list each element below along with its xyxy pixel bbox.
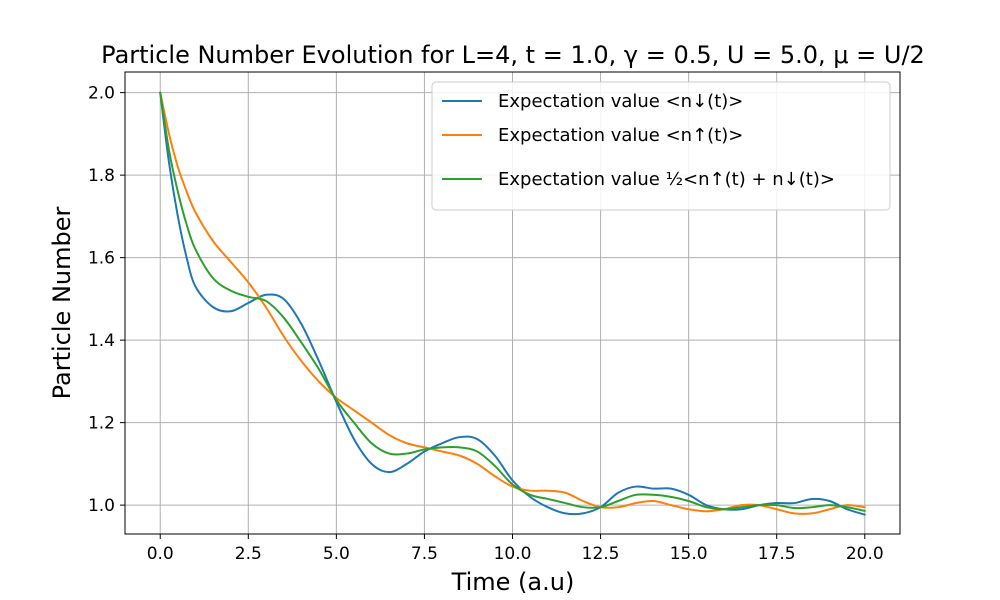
x-tick-label: 10.0 (494, 544, 532, 564)
y-tick-label: 1.8 (88, 166, 115, 186)
y-tick-label: 1.2 (88, 414, 115, 434)
series-line-average (159, 91, 866, 512)
x-tick-label: 7.5 (411, 544, 438, 564)
legend-label-n-up: Expectation value <n↑(t)> (498, 125, 743, 146)
x-axis-ticks: 0.0 2.5 5.0 7.5 10.0 12.5 15.0 17.5 20.0 (147, 534, 884, 564)
y-axis-label: Particle Number (48, 207, 76, 400)
x-tick-label: 5.0 (323, 544, 350, 564)
y-tick-label: 1.0 (88, 496, 115, 516)
series-lines (159, 91, 866, 516)
x-tick-label: 12.5 (582, 544, 620, 564)
y-tick-label: 2.0 (88, 84, 115, 104)
x-tick-label: 2.5 (235, 544, 262, 564)
series-line-n-down (159, 91, 866, 516)
y-tick-label: 1.6 (88, 249, 115, 269)
x-tick-label: 15.0 (670, 544, 708, 564)
legend-label-average: Expectation value ½<n↑(t) + n↓(t)> (498, 169, 835, 190)
x-axis-label: Time (a.u) (451, 568, 575, 596)
y-axis-ticks: 1.0 1.2 1.4 1.6 1.8 2.0 (88, 84, 125, 516)
legend-label-n-down: Expectation value <n↓(t)> (498, 91, 743, 112)
x-tick-label: 17.5 (758, 544, 796, 564)
chart-title: Particle Number Evolution for L=4, t = 1… (101, 41, 925, 69)
x-tick-label: 0.0 (147, 544, 174, 564)
legend: Expectation value <n↓(t)> Expectation va… (431, 81, 891, 211)
x-tick-label: 20.0 (846, 544, 884, 564)
series-line-n-up (159, 91, 866, 515)
legend-box (431, 81, 891, 211)
y-tick-label: 1.4 (88, 331, 115, 351)
